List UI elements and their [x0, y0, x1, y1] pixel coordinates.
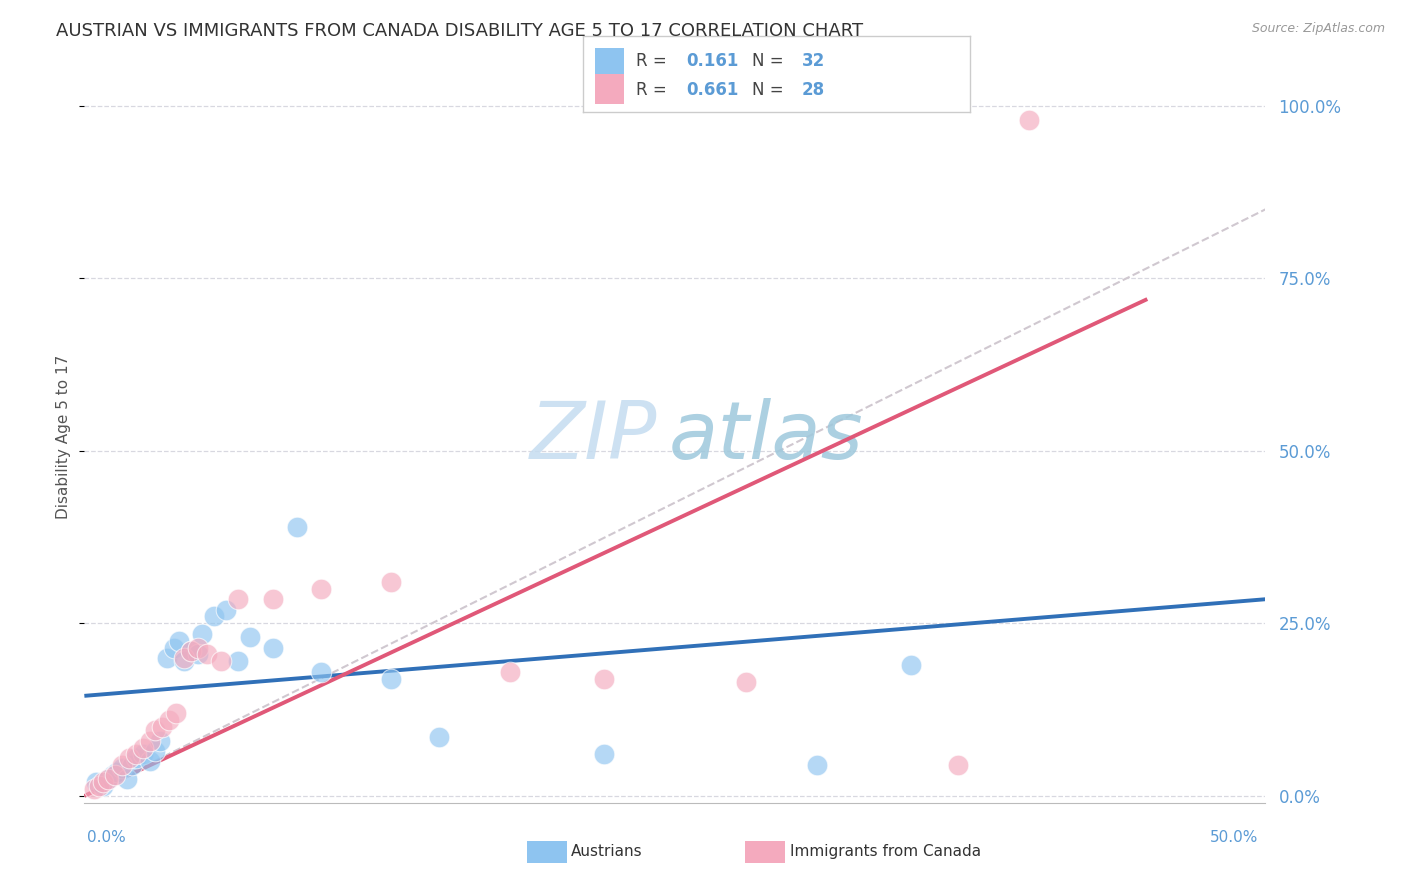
Point: [262, 592, 284, 607]
Point: [125, 751, 148, 765]
Text: 0.661: 0.661: [686, 81, 738, 99]
Point: [427, 731, 450, 745]
Text: 0.0%: 0.0%: [87, 830, 127, 845]
Point: [163, 640, 186, 655]
Point: [226, 654, 249, 668]
Text: N =: N =: [752, 53, 789, 70]
Point: [157, 713, 180, 727]
Text: Source: ZipAtlas.com: Source: ZipAtlas.com: [1251, 22, 1385, 36]
Point: [143, 744, 166, 758]
Point: [118, 751, 141, 765]
Point: [195, 648, 218, 662]
Text: R =: R =: [636, 53, 672, 70]
Text: 50.0%: 50.0%: [1211, 830, 1258, 845]
Point: [380, 672, 402, 686]
Point: [101, 768, 124, 782]
Point: [104, 768, 127, 782]
Point: [111, 761, 134, 775]
Point: [121, 757, 143, 772]
Point: [139, 733, 162, 747]
Point: [91, 779, 114, 793]
Point: [91, 775, 114, 789]
Text: 0.161: 0.161: [686, 53, 738, 70]
Point: [84, 775, 107, 789]
Y-axis label: Disability Age 5 to 17: Disability Age 5 to 17: [56, 355, 72, 519]
Point: [180, 644, 202, 658]
Text: N =: N =: [752, 81, 789, 99]
Point: [191, 626, 214, 640]
Text: Immigrants from Canada: Immigrants from Canada: [790, 845, 981, 859]
Point: [215, 602, 238, 616]
Point: [209, 654, 232, 668]
Point: [285, 520, 308, 534]
Point: [115, 772, 138, 786]
Point: [173, 651, 195, 665]
Point: [97, 772, 120, 786]
Point: [167, 633, 190, 648]
Point: [187, 648, 209, 662]
Text: Austrians: Austrians: [571, 845, 643, 859]
Text: 28: 28: [801, 81, 825, 99]
Point: [180, 644, 202, 658]
Point: [202, 609, 225, 624]
Point: [498, 665, 520, 679]
Bar: [595, 48, 624, 78]
Point: [262, 640, 284, 655]
Point: [239, 630, 262, 644]
Text: atlas: atlas: [669, 398, 863, 476]
Point: [150, 720, 173, 734]
Point: [309, 665, 332, 679]
Point: [83, 782, 105, 797]
Point: [1018, 112, 1040, 127]
Text: ZIP: ZIP: [530, 398, 657, 476]
Point: [593, 747, 616, 762]
Point: [149, 733, 172, 747]
Point: [226, 592, 249, 607]
Point: [97, 772, 120, 786]
Point: [143, 723, 166, 738]
Point: [380, 574, 402, 589]
Point: [806, 757, 828, 772]
Point: [187, 640, 209, 655]
Point: [900, 657, 922, 672]
Text: AUSTRIAN VS IMMIGRANTS FROM CANADA DISABILITY AGE 5 TO 17 CORRELATION CHART: AUSTRIAN VS IMMIGRANTS FROM CANADA DISAB…: [56, 22, 863, 40]
Point: [87, 779, 110, 793]
Point: [156, 651, 179, 665]
Text: R =: R =: [636, 81, 672, 99]
Point: [107, 764, 129, 779]
Point: [309, 582, 332, 596]
Point: [948, 757, 970, 772]
Point: [132, 740, 155, 755]
Point: [132, 747, 155, 762]
Point: [593, 672, 616, 686]
Point: [111, 757, 134, 772]
Point: [125, 747, 148, 762]
Point: [166, 706, 188, 720]
Point: [734, 675, 756, 690]
Point: [173, 654, 195, 668]
Text: 32: 32: [801, 53, 825, 70]
Point: [139, 755, 162, 769]
Bar: [595, 74, 624, 104]
